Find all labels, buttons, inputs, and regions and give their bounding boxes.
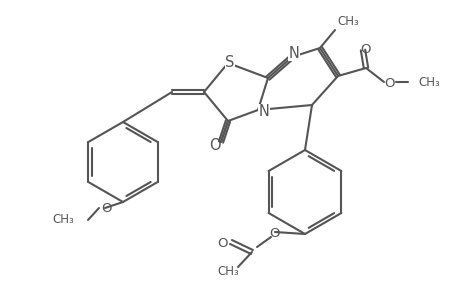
Text: CH₃: CH₃ [336, 15, 358, 28]
Text: O: O [101, 202, 112, 214]
Text: N: N [288, 46, 299, 61]
Text: O: O [217, 238, 228, 250]
Text: N: N [258, 104, 269, 119]
Text: CH₃: CH₃ [52, 214, 74, 226]
Text: O: O [269, 227, 280, 241]
Text: O: O [360, 43, 370, 56]
Text: O: O [384, 76, 394, 89]
Text: O: O [209, 139, 220, 154]
Text: CH₃: CH₃ [417, 76, 439, 88]
Text: S: S [225, 55, 234, 70]
Text: CH₃: CH₃ [217, 266, 238, 278]
